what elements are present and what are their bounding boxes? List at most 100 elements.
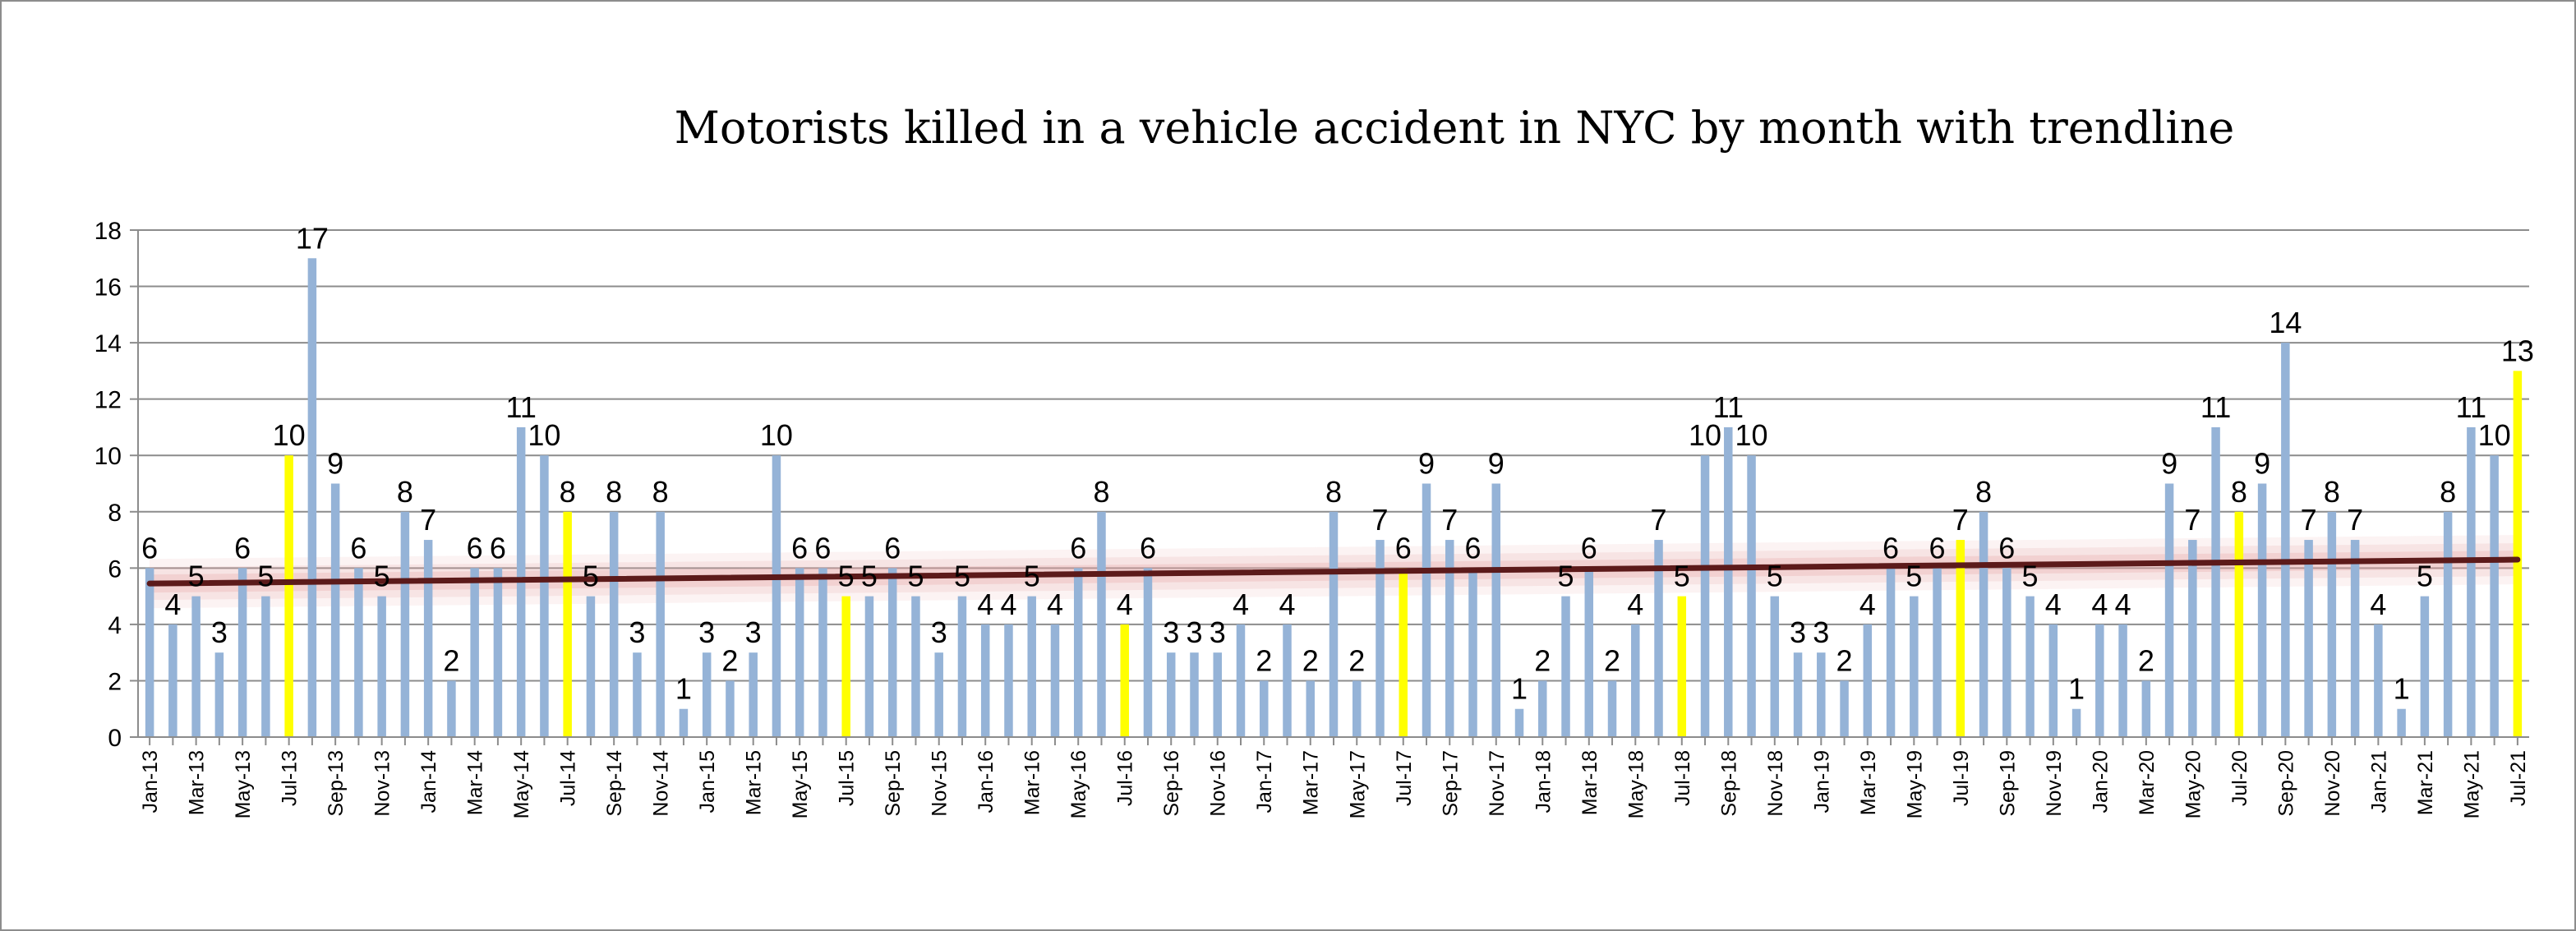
x-tick-label-Jan-14: Jan-14 [417, 750, 440, 813]
bar-Nov-15 [934, 652, 943, 737]
data-label-Dec-16: 4 [1233, 588, 1249, 621]
bar-Apr-16 [1050, 624, 1060, 737]
bar-Jul-18 [1677, 596, 1687, 737]
bar-Apr-15 [772, 455, 781, 737]
data-label-Mar-18: 6 [1581, 531, 1597, 565]
x-tick-label-Mar-16: Mar-16 [1021, 750, 1044, 815]
data-label-Dec-15: 5 [954, 560, 970, 593]
bar-Nov-17 [1491, 483, 1501, 737]
x-tick-label-Jul-19: Jul-19 [1950, 750, 1973, 806]
bar-Nov-20 [2327, 511, 2337, 737]
bar-May-18 [1631, 624, 1640, 737]
x-tick-label-May-20: May-20 [2182, 750, 2205, 818]
data-label-Mar-16: 5 [1024, 560, 1040, 593]
bar-Sep-15 [887, 568, 897, 737]
bar-Jan-17 [1259, 680, 1269, 737]
bar-Nov-18 [1770, 596, 1780, 737]
x-tick-label-Jan-15: Jan-15 [696, 750, 719, 813]
bar-Jun-21 [2490, 455, 2499, 737]
data-label-Sep-18: 11 [1713, 390, 1744, 424]
data-label-Dec-13: 8 [397, 475, 413, 509]
y-tick-label-14: 14 [94, 330, 122, 357]
bar-Jul-21 [2513, 371, 2523, 737]
data-label-Aug-19: 8 [1975, 475, 1992, 509]
bar-Jan-21 [2374, 624, 2383, 737]
x-tick-label-Nov-17: Nov-17 [1486, 750, 1509, 817]
bar-Oct-14 [633, 652, 642, 737]
data-label-Sep-13: 9 [327, 447, 343, 481]
data-label-Nov-14: 8 [652, 475, 669, 509]
bar-Jul-15 [841, 596, 850, 737]
bar-Mar-17 [1306, 680, 1315, 737]
x-tick-label-May-21: May-21 [2460, 750, 2483, 818]
bar-May-15 [795, 568, 804, 737]
bar-May-19 [1910, 596, 1919, 737]
x-tick-label-May-13: May-13 [232, 750, 255, 818]
bar-Dec-15 [957, 596, 967, 737]
data-label-May-20: 7 [2184, 503, 2200, 537]
bar-Feb-14 [447, 680, 456, 737]
bar-Dec-20 [2350, 540, 2360, 737]
data-label-Apr-21: 8 [2440, 475, 2456, 509]
bar-Jun-13 [261, 596, 270, 737]
bar-Mar-18 [1584, 568, 1594, 737]
data-label-May-16: 6 [1070, 531, 1086, 565]
data-label-Jul-18: 5 [1674, 560, 1690, 593]
bar-Oct-15 [911, 596, 920, 737]
bar-Aug-18 [1700, 455, 1710, 737]
data-label-Feb-15: 2 [721, 643, 738, 677]
x-tick-label-Mar-19: Mar-19 [1857, 750, 1880, 815]
x-tick-label-Mar-13: Mar-13 [186, 750, 209, 815]
data-label-Jul-19: 7 [1952, 503, 1969, 537]
y-tick-label-2: 2 [108, 668, 122, 695]
data-label-Jan-20: 4 [2091, 588, 2108, 621]
bar-Feb-17 [1283, 624, 1292, 737]
data-label-Feb-16: 4 [1000, 588, 1016, 621]
bar-Apr-19 [1886, 568, 1896, 737]
bar-Aug-20 [2257, 483, 2267, 737]
data-label-Jul-15: 5 [838, 560, 855, 593]
data-label-Aug-16: 6 [1140, 531, 1156, 565]
bar-Jan-18 [1538, 680, 1547, 737]
x-tick-label-Nov-14: Nov-14 [650, 750, 673, 817]
bar-Jan-16 [980, 624, 990, 737]
data-label-Oct-14: 3 [629, 615, 645, 649]
data-label-Dec-17: 1 [1511, 672, 1528, 706]
data-label-Sep-16: 3 [1163, 615, 1179, 649]
x-tick-label-Jan-21: Jan-21 [2367, 750, 2390, 813]
data-label-Mar-13: 5 [188, 560, 205, 593]
data-label-Aug-14: 5 [583, 560, 599, 593]
bar-Apr-14 [493, 568, 503, 737]
y-tick-label-4: 4 [108, 612, 122, 639]
x-tick-label-Jan-20: Jan-20 [2089, 750, 2112, 813]
data-label-Feb-14: 2 [443, 643, 459, 677]
bar-Apr-20 [2164, 483, 2174, 737]
bar-Jun-19 [1933, 568, 1942, 737]
y-tick-label-8: 8 [108, 500, 122, 527]
data-label-May-14: 11 [505, 390, 536, 424]
bar-Feb-13 [168, 624, 177, 737]
bar-Jul-19 [1956, 540, 1965, 737]
bar-May-16 [1073, 568, 1083, 737]
y-tick-label-0: 0 [108, 725, 122, 752]
bar-Mar-14 [470, 568, 479, 737]
bar-Feb-16 [1004, 624, 1013, 737]
x-tick-label-Jan-19: Jan-19 [1810, 750, 1833, 813]
bar-Apr-21 [2443, 511, 2453, 737]
bar-Oct-16 [1190, 652, 1199, 737]
bar-May-20 [2188, 540, 2197, 737]
data-label-Aug-18: 10 [1689, 418, 1721, 452]
bar-Jun-14 [540, 455, 549, 737]
data-label-Nov-16: 3 [1210, 615, 1226, 649]
x-tick-label-Nov-13: Nov-13 [371, 750, 394, 817]
bar-Mar-13 [191, 596, 200, 737]
x-tick-label-Jan-16: Jan-16 [975, 750, 998, 813]
bar-Mar-15 [749, 652, 758, 737]
x-tick-label-Sep-18: Sep-18 [1717, 750, 1740, 817]
x-tick-label-May-17: May-17 [1346, 750, 1369, 818]
data-label-Jun-16: 8 [1093, 475, 1109, 509]
data-label-Nov-15: 3 [931, 615, 947, 649]
bar-Sep-18 [1724, 426, 1733, 737]
chart-title: Motorists killed in a vehicle accident i… [675, 102, 2235, 154]
